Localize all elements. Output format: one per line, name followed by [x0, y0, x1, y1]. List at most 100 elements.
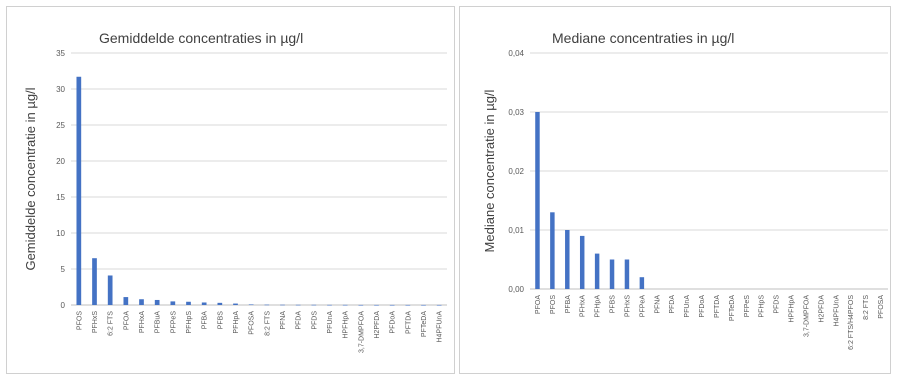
x-tick-label: PFBuA	[155, 311, 162, 334]
bar-5	[609, 259, 615, 289]
x-tick-label: 8:2 FTS	[264, 311, 271, 336]
x-tick-label: PFOS	[550, 295, 557, 314]
y-tick-label: 35	[56, 49, 65, 58]
x-tick-label: 8:2 FTS	[863, 295, 870, 320]
y-tick-label: 0,03	[508, 108, 524, 117]
y-tick-label: 30	[56, 85, 65, 94]
x-tick-label: PFDS	[311, 311, 318, 330]
bar-1	[92, 258, 97, 305]
bar-12	[264, 304, 270, 306]
x-tick-label: PFUnA	[684, 295, 691, 318]
chart-panel-mean: Gemiddelde concentraties in µg/l Gemiddel…	[6, 6, 455, 374]
bar-2	[565, 230, 570, 289]
x-tick-label: PFHxA	[139, 311, 146, 334]
chart-title: Gemiddelde concentraties in µg/l	[99, 30, 303, 46]
bar-14	[295, 304, 301, 306]
x-tick-label: H2PFDA	[818, 295, 825, 323]
mean-concentration-chart: Gemiddelde concentraties in µg/l Gemiddel…	[23, 30, 447, 353]
bar-17	[342, 304, 348, 306]
y-tick-label: 0,01	[508, 226, 524, 235]
x-tick-label: PFHxA	[580, 295, 587, 318]
x-tick-label: PFNA	[280, 311, 287, 330]
x-tick-label: PFPeA	[639, 295, 646, 318]
x-tick-label: PFOS	[76, 311, 83, 330]
x-tick-label: PFHxS	[92, 311, 99, 334]
x-tick-label: PFUnA	[327, 311, 334, 334]
bar-22	[421, 304, 426, 306]
x-tick-label: PFBS	[610, 295, 617, 314]
bar-18	[358, 304, 364, 306]
y-tick-label: 0	[61, 301, 66, 310]
bar-0	[535, 112, 540, 289]
x-tick-label: 3,7-DMPFOA	[803, 295, 810, 337]
y-tick-label: 10	[56, 229, 65, 238]
x-tick-label: PFDA	[296, 311, 303, 330]
y-tick-label: 5	[61, 265, 66, 274]
bar-6	[624, 259, 630, 289]
bar-15	[311, 304, 317, 306]
y-axis-label: Gemiddelde concentratie in µg/l	[23, 87, 38, 270]
bar-7	[186, 301, 191, 305]
bar-4	[594, 253, 600, 289]
x-tick-label: PFBA	[565, 295, 572, 314]
x-tick-label: H2PFDA	[374, 311, 381, 339]
x-tick-label: PFPeS	[744, 295, 751, 318]
bar-13	[280, 304, 285, 306]
bar-10	[233, 303, 238, 305]
x-tick-label: PFDoA	[699, 295, 706, 318]
bar-1	[550, 212, 555, 289]
x-tick-label: PFNA	[654, 295, 661, 314]
x-tick-label: PFOSA	[249, 311, 256, 335]
x-tick-label: PFTeDA	[729, 295, 736, 321]
x-tick-label: 6:2 FTS	[108, 311, 115, 336]
bar-3	[579, 235, 585, 289]
x-tick-label: PFOA	[535, 295, 542, 314]
x-tick-label: PFDoA	[390, 311, 397, 334]
bar-20	[389, 304, 395, 306]
y-tick-label: 25	[56, 121, 65, 130]
y-tick-label: 15	[56, 193, 65, 202]
bar-19	[374, 304, 379, 306]
chart-title: Mediane concentraties in µg/l	[552, 30, 734, 46]
bar-21	[405, 304, 411, 306]
x-tick-label: PFDA	[669, 295, 676, 314]
y-axis-label: Mediane concentratie in µg/l	[482, 89, 497, 252]
x-tick-label: 6:2 FTS/H4PFOS	[848, 295, 855, 350]
y-tick-label: 0,04	[508, 49, 524, 58]
bar-0	[76, 76, 82, 305]
x-tick-label: PFPeS	[170, 311, 177, 334]
bar-7	[639, 277, 645, 289]
x-tick-label: PFHpA	[595, 295, 602, 318]
bar-16	[327, 304, 332, 306]
bar-3	[123, 297, 129, 305]
x-tick-label: H4PFUnA	[833, 295, 840, 327]
bar-9	[217, 302, 223, 305]
bar-8	[201, 302, 207, 305]
chart-panel-median: Mediane concentraties in µg/l Mediane con…	[459, 6, 891, 374]
median-concentration-chart: Mediane concentraties in µg/l Mediane con…	[482, 30, 888, 350]
x-tick-label: PFTDA	[714, 295, 721, 318]
y-tick-label: 0,02	[508, 167, 524, 176]
y-tick-label: 0,00	[508, 285, 524, 294]
x-tick-label: PFHpS	[759, 295, 766, 318]
x-tick-label: PFTeDA	[421, 311, 428, 337]
bar-5	[154, 299, 160, 305]
y-tick-label: 20	[56, 157, 65, 166]
x-tick-label: PFDS	[774, 295, 781, 314]
x-tick-label: PFHpA	[233, 311, 240, 334]
x-tick-label: H4PFUnA	[437, 311, 444, 343]
bar-11	[248, 304, 254, 306]
bar-23	[436, 304, 442, 306]
x-tick-label: PFTDA	[405, 311, 412, 334]
x-tick-label: PFHpS	[186, 311, 193, 334]
x-tick-label: PFOSA	[878, 295, 885, 319]
bar-6	[170, 301, 176, 305]
x-tick-label: 3,7-DMPFOA	[358, 311, 365, 353]
bar-2	[107, 275, 113, 305]
x-tick-label: HPFHpA	[789, 295, 796, 323]
x-tick-label: PFHxS	[624, 295, 631, 318]
x-tick-label: PFOA	[123, 311, 130, 330]
x-tick-label: PFBA	[202, 311, 209, 330]
bar-4	[139, 299, 144, 305]
x-tick-label: PFBS	[217, 311, 224, 330]
